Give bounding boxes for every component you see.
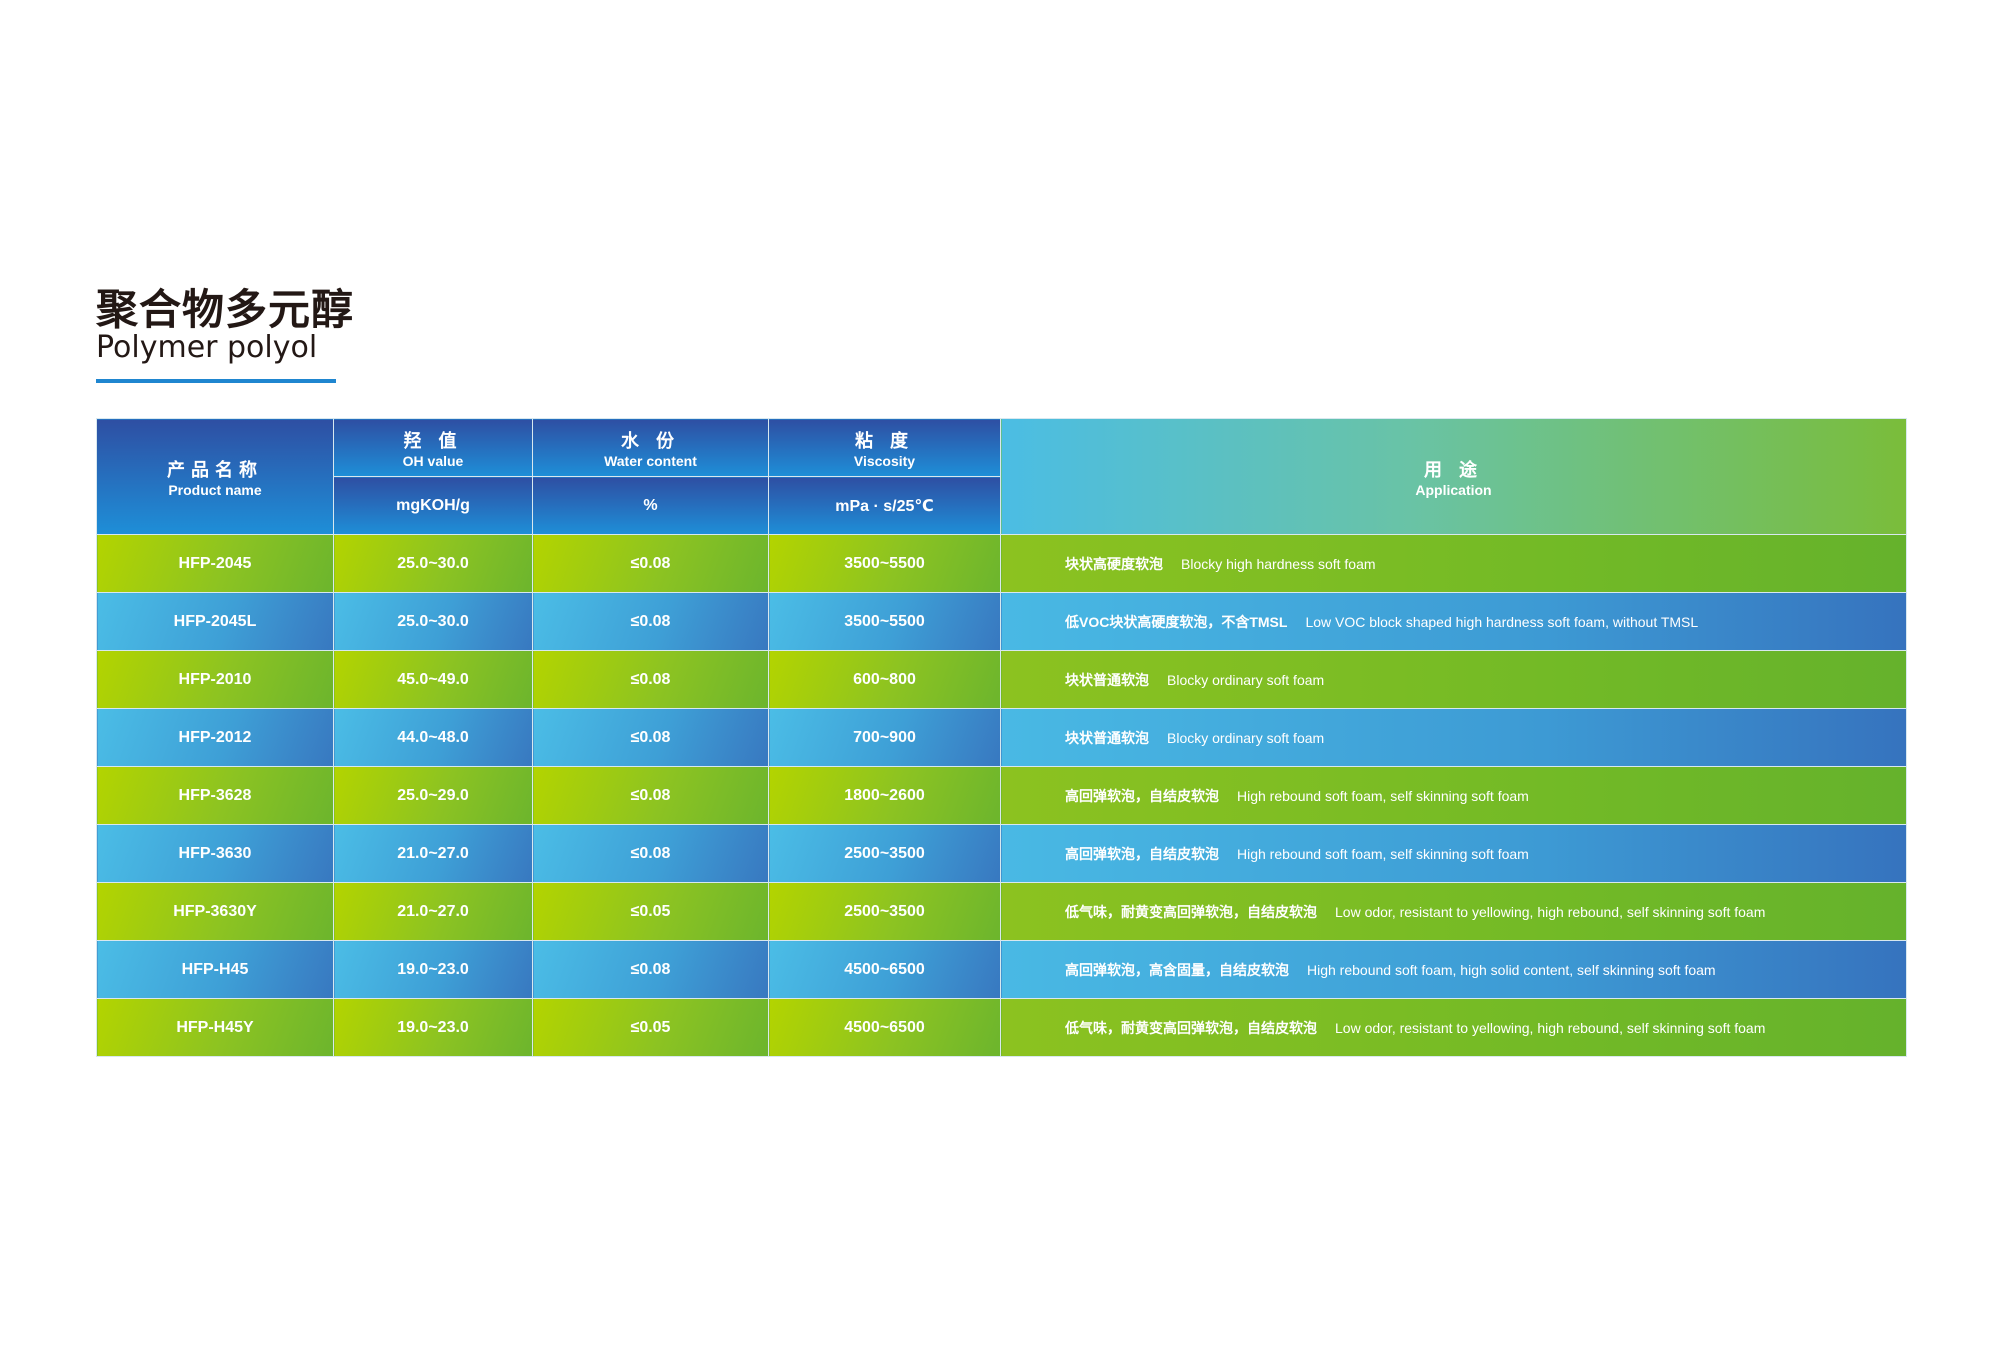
header-oh-en: OH value <box>402 452 464 469</box>
application-en: Low odor, resistant to yellowing, high r… <box>1335 1019 1766 1036</box>
product-table: 产品名称 Product name 羟 值 OH value 水 份 Water co… <box>96 418 1907 1057</box>
cell-oh-value: 45.0~49.0 <box>333 650 533 709</box>
cell-viscosity: 3500~5500 <box>768 534 1001 593</box>
table-row: HFP-2045L 25.0~30.0 ≤0.08 3500~5500 低VOC块状高硬… <box>96 592 1907 651</box>
title-underline <box>96 379 336 383</box>
application-en: High rebound soft foam, self skinning so… <box>1237 787 1529 804</box>
cell-water-content: ≤0.08 <box>532 824 769 883</box>
cell-product-name: HFP-2010 <box>96 650 334 709</box>
application-cn: 块状普通软泡 <box>1065 671 1149 688</box>
cell-application: 高回弹软泡，高含固量，自结皮软泡 High rebound soft foam, … <box>1000 940 1907 999</box>
application-cn: 块状高硬度软泡 <box>1065 555 1163 572</box>
table-row: HFP-H45Y 19.0~23.0 ≤0.05 4500~6500 低气味，耐黄变高回… <box>96 998 1907 1057</box>
application-en: High rebound soft foam, self skinning so… <box>1237 845 1529 862</box>
application-en: Low odor, resistant to yellowing, high r… <box>1335 903 1766 920</box>
cell-application: 低气味，耐黄变高回弹软泡，自结皮软泡 Low odor, resistant to… <box>1000 882 1907 941</box>
cell-application: 块状高硬度软泡 Blocky high hardness soft foam <box>1000 534 1907 593</box>
unit-viscosity: mPa · s/25℃ <box>768 476 1001 535</box>
header-product: 产品名称 Product name <box>96 418 334 535</box>
header-water-en: Water content <box>604 452 697 469</box>
cell-application: 低VOC块状高硬度软泡，不含TMSL Low VOC block shaped h… <box>1000 592 1907 651</box>
table-row: HFP-2045 25.0~30.0 ≤0.08 3500~5500 块状高硬度软泡 Bl… <box>96 534 1907 593</box>
cell-viscosity: 600~800 <box>768 650 1001 709</box>
page-title-en: Polymer polyol <box>96 330 318 365</box>
cell-oh-value: 25.0~30.0 <box>333 592 533 651</box>
cell-oh-value: 19.0~23.0 <box>333 940 533 999</box>
cell-product-name: HFP-2045L <box>96 592 334 651</box>
cell-product-name: HFP-3630 <box>96 824 334 883</box>
table-row: HFP-2010 45.0~49.0 ≤0.08 600~800 块状普通软泡 Block… <box>96 650 1907 709</box>
cell-oh-value: 44.0~48.0 <box>333 708 533 767</box>
cell-oh-value: 25.0~30.0 <box>333 534 533 593</box>
cell-water-content: ≤0.08 <box>532 766 769 825</box>
header-oh-cn: 羟 值 <box>403 430 463 451</box>
application-cn: 块状普通软泡 <box>1065 729 1149 746</box>
header-application-cn: 用 途 <box>1423 459 1483 480</box>
header-product-en: Product name <box>168 481 262 498</box>
cell-water-content: ≤0.05 <box>532 882 769 941</box>
application-cn: 低VOC块状高硬度软泡，不含TMSL <box>1065 613 1288 630</box>
application-en: High rebound soft foam, high solid conte… <box>1307 961 1716 978</box>
cell-product-name: HFP-2012 <box>96 708 334 767</box>
table-row: HFP-3630 21.0~27.0 ≤0.08 2500~3500 高回弹软泡，自结皮… <box>96 824 1907 883</box>
header-water: 水 份 Water content <box>532 418 769 477</box>
header-viscosity-cn: 粘 度 <box>854 430 914 451</box>
application-cn: 高回弹软泡，高含固量，自结皮软泡 <box>1065 961 1289 978</box>
cell-water-content: ≤0.05 <box>532 998 769 1057</box>
header-application-en: Application <box>1415 481 1492 498</box>
cell-oh-value: 19.0~23.0 <box>333 998 533 1057</box>
cell-viscosity: 3500~5500 <box>768 592 1001 651</box>
cell-water-content: ≤0.08 <box>532 592 769 651</box>
application-cn: 低气味，耐黄变高回弹软泡，自结皮软泡 <box>1065 903 1317 920</box>
header-viscosity: 粘 度 Viscosity <box>768 418 1001 477</box>
unit-water: % <box>532 476 769 535</box>
cell-oh-value: 21.0~27.0 <box>333 882 533 941</box>
cell-product-name: HFP-H45 <box>96 940 334 999</box>
cell-oh-value: 21.0~27.0 <box>333 824 533 883</box>
cell-viscosity: 4500~6500 <box>768 998 1001 1057</box>
header-water-cn: 水 份 <box>620 430 680 451</box>
cell-product-name: HFP-H45Y <box>96 998 334 1057</box>
application-en: Blocky high hardness soft foam <box>1181 555 1376 572</box>
cell-water-content: ≤0.08 <box>532 708 769 767</box>
application-cn: 低气味，耐黄变高回弹软泡，自结皮软泡 <box>1065 1019 1317 1036</box>
cell-water-content: ≤0.08 <box>532 650 769 709</box>
application-en: Blocky ordinary soft foam <box>1167 729 1325 746</box>
cell-viscosity: 4500~6500 <box>768 940 1001 999</box>
table-row: HFP-H45 19.0~23.0 ≤0.08 4500~6500 高回弹软泡，高含固量… <box>96 940 1907 999</box>
cell-viscosity: 700~900 <box>768 708 1001 767</box>
cell-viscosity: 2500~3500 <box>768 882 1001 941</box>
cell-product-name: HFP-3630Y <box>96 882 334 941</box>
cell-application: 低气味，耐黄变高回弹软泡，自结皮软泡 Low odor, resistant to… <box>1000 998 1907 1057</box>
application-en: Low VOC block shaped high hardness soft … <box>1305 613 1699 630</box>
cell-product-name: HFP-3628 <box>96 766 334 825</box>
cell-viscosity: 1800~2600 <box>768 766 1001 825</box>
cell-water-content: ≤0.08 <box>532 534 769 593</box>
cell-product-name: HFP-2045 <box>96 534 334 593</box>
table-row: HFP-3628 25.0~29.0 ≤0.08 1800~2600 高回弹软泡，自结皮… <box>96 766 1907 825</box>
application-cn: 高回弹软泡，自结皮软泡 <box>1065 787 1219 804</box>
cell-application: 高回弹软泡，自结皮软泡 High rebound soft foam, self … <box>1000 766 1907 825</box>
page-title-cn: 聚合物多元醇 <box>96 285 355 334</box>
cell-oh-value: 25.0~29.0 <box>333 766 533 825</box>
cell-water-content: ≤0.08 <box>532 940 769 999</box>
unit-oh: mgKOH/g <box>333 476 533 535</box>
cell-application: 高回弹软泡，自结皮软泡 High rebound soft foam, self … <box>1000 824 1907 883</box>
cell-viscosity: 2500~3500 <box>768 824 1001 883</box>
table-row: HFP-3630Y 21.0~27.0 ≤0.05 2500~3500 低气味，耐黄变高… <box>96 882 1907 941</box>
cell-application: 块状普通软泡 Blocky ordinary soft foam <box>1000 650 1907 709</box>
cell-application: 块状普通软泡 Blocky ordinary soft foam <box>1000 708 1907 767</box>
table-row: HFP-2012 44.0~48.0 ≤0.08 700~900 块状普通软泡 Block… <box>96 708 1907 767</box>
header-viscosity-en: Viscosity <box>853 452 916 469</box>
header-application: 用 途 Application <box>1000 418 1907 535</box>
header-oh: 羟 值 OH value <box>333 418 533 477</box>
application-en: Blocky ordinary soft foam <box>1167 671 1325 688</box>
application-cn: 高回弹软泡，自结皮软泡 <box>1065 845 1219 862</box>
header-product-cn: 产品名称 <box>167 459 263 480</box>
